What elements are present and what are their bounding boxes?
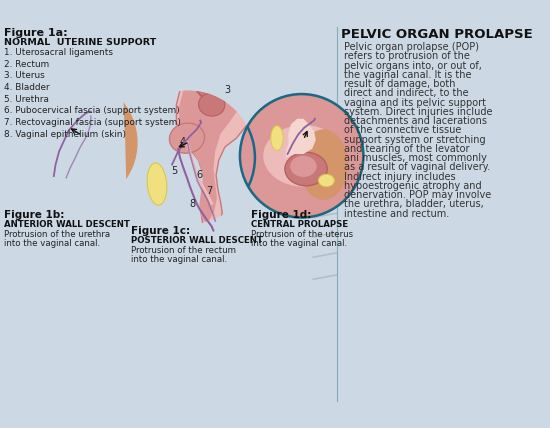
- Polygon shape: [170, 118, 201, 168]
- Polygon shape: [177, 25, 263, 231]
- Text: 4: 4: [179, 137, 186, 147]
- Ellipse shape: [26, 115, 117, 179]
- Polygon shape: [286, 119, 316, 158]
- Text: support system or stretching: support system or stretching: [344, 135, 486, 145]
- Ellipse shape: [57, 125, 76, 152]
- Ellipse shape: [290, 156, 317, 177]
- Text: 7. Rectovaginal fascia (support system): 7. Rectovaginal fascia (support system): [4, 118, 182, 127]
- Circle shape: [241, 96, 362, 216]
- Ellipse shape: [145, 125, 235, 196]
- Ellipse shape: [285, 152, 327, 186]
- Ellipse shape: [47, 160, 64, 174]
- Text: PELVIC ORGAN PROLAPSE: PELVIC ORGAN PROLAPSE: [342, 28, 533, 41]
- Text: 4. Bladder: 4. Bladder: [4, 83, 50, 92]
- Ellipse shape: [205, 173, 221, 186]
- Text: vagina and its pelvic support: vagina and its pelvic support: [344, 98, 486, 107]
- Polygon shape: [247, 25, 335, 332]
- Text: into the vaginal canal.: into the vaginal canal.: [130, 255, 227, 264]
- Text: Protrusion of the uterus: Protrusion of the uterus: [251, 230, 354, 239]
- Text: 3: 3: [224, 85, 230, 95]
- Text: NORMAL  UTERINE SUPPORT: NORMAL UTERINE SUPPORT: [4, 38, 157, 47]
- Text: Pelvic organ prolapse (POP): Pelvic organ prolapse (POP): [344, 42, 479, 52]
- Text: Figure 1d:: Figure 1d:: [251, 211, 312, 220]
- Circle shape: [121, 90, 255, 225]
- Text: into the vaginal canal.: into the vaginal canal.: [251, 239, 348, 248]
- Text: the vaginal canal. It is the: the vaginal canal. It is the: [344, 70, 471, 80]
- Text: pelvic organs into, or out of,: pelvic organs into, or out of,: [344, 60, 482, 71]
- Text: 3. Uterus: 3. Uterus: [4, 71, 45, 80]
- Text: 6. Pubocervical fascia (support system): 6. Pubocervical fascia (support system): [4, 107, 180, 116]
- Circle shape: [9, 78, 138, 207]
- Text: refers to protrusion of the: refers to protrusion of the: [344, 51, 470, 61]
- Ellipse shape: [199, 93, 225, 116]
- Text: Indirect injury includes: Indirect injury includes: [344, 172, 455, 181]
- Text: Figure 1c:: Figure 1c:: [130, 226, 190, 236]
- Polygon shape: [177, 143, 213, 235]
- Text: system. Direct injuries include: system. Direct injuries include: [344, 107, 492, 117]
- Text: 8: 8: [189, 199, 195, 209]
- Polygon shape: [124, 25, 335, 336]
- Ellipse shape: [168, 156, 178, 173]
- Ellipse shape: [147, 163, 167, 205]
- Text: 1. Uterosacral ligaments: 1. Uterosacral ligaments: [4, 48, 113, 57]
- Text: 7: 7: [206, 186, 212, 196]
- Text: 5: 5: [172, 166, 178, 176]
- Text: hypoestrogenic atrophy and: hypoestrogenic atrophy and: [344, 181, 482, 191]
- Ellipse shape: [202, 52, 239, 74]
- Text: 2. Rectum: 2. Rectum: [4, 60, 49, 69]
- Text: POSTERIOR WALL DESCENT: POSTERIOR WALL DESCENT: [130, 236, 262, 245]
- Ellipse shape: [216, 45, 232, 58]
- Text: CENTRAL PROLAPSE: CENTRAL PROLAPSE: [251, 220, 349, 229]
- Polygon shape: [291, 59, 337, 319]
- Text: 8. Vaginal epithelium (skin): 8. Vaginal epithelium (skin): [4, 130, 127, 139]
- Ellipse shape: [224, 59, 238, 68]
- Text: into the vaginal canal.: into the vaginal canal.: [4, 239, 101, 248]
- Ellipse shape: [173, 170, 212, 198]
- Polygon shape: [179, 25, 256, 222]
- Ellipse shape: [173, 127, 195, 144]
- Ellipse shape: [175, 173, 200, 191]
- Text: Figure 1b:: Figure 1b:: [4, 211, 65, 220]
- Text: ANTERIOR WALL DESCENT: ANTERIOR WALL DESCENT: [4, 220, 130, 229]
- Ellipse shape: [263, 125, 344, 187]
- Ellipse shape: [193, 54, 244, 102]
- Text: detachments and lacerations: detachments and lacerations: [344, 116, 487, 126]
- Circle shape: [123, 92, 253, 223]
- Text: 6: 6: [196, 170, 202, 180]
- Text: direct and indirect, to the: direct and indirect, to the: [344, 88, 469, 98]
- Polygon shape: [52, 106, 92, 178]
- Text: and tearing of the levator: and tearing of the levator: [344, 144, 470, 154]
- Ellipse shape: [169, 123, 205, 153]
- Text: the urethra, bladder, uterus,: the urethra, bladder, uterus,: [344, 199, 484, 209]
- Ellipse shape: [214, 46, 248, 71]
- Text: of the connective tissue: of the connective tissue: [344, 125, 461, 135]
- Text: 1: 1: [273, 124, 279, 134]
- Text: intestine and rectum.: intestine and rectum.: [344, 209, 449, 219]
- Text: 2: 2: [288, 195, 294, 205]
- Text: ani muscles, most commonly: ani muscles, most commonly: [344, 153, 487, 163]
- Circle shape: [15, 73, 140, 198]
- Circle shape: [240, 94, 364, 217]
- Ellipse shape: [157, 123, 169, 148]
- Ellipse shape: [271, 126, 283, 151]
- Text: Protrusion of the rectum: Protrusion of the rectum: [130, 246, 235, 255]
- Ellipse shape: [299, 129, 348, 200]
- FancyBboxPatch shape: [1, 26, 484, 402]
- Text: as a result of vaginal delivery.: as a result of vaginal delivery.: [344, 162, 490, 172]
- Text: denervation. POP may involve: denervation. POP may involve: [344, 190, 491, 200]
- Ellipse shape: [41, 119, 56, 149]
- Ellipse shape: [232, 45, 245, 55]
- Text: Protrusion of the urethra: Protrusion of the urethra: [4, 230, 111, 239]
- Ellipse shape: [170, 133, 188, 156]
- Ellipse shape: [199, 60, 230, 89]
- Text: result of damage, both: result of damage, both: [344, 79, 455, 89]
- Text: 5. Urethra: 5. Urethra: [4, 95, 49, 104]
- Text: Figure 1a:: Figure 1a:: [4, 28, 68, 38]
- Ellipse shape: [318, 174, 334, 187]
